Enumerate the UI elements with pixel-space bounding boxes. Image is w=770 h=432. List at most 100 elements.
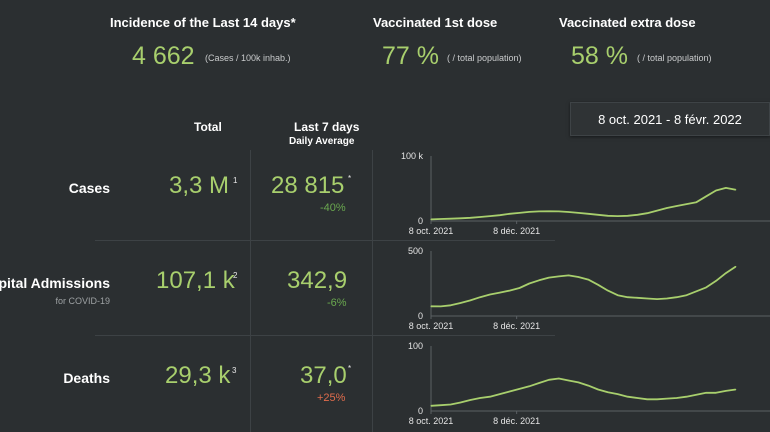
hospital_admissions-data-point bbox=[695, 290, 697, 292]
deaths-data-point bbox=[568, 379, 570, 382]
hospital_admissions-data-point bbox=[636, 297, 638, 299]
hospital-trend-pct: -6% bbox=[327, 297, 347, 309]
deaths-data-point bbox=[685, 396, 688, 398]
column-daily-average-header: Daily Average bbox=[289, 136, 355, 147]
hospital_admissions-data-point bbox=[646, 297, 648, 300]
deaths-data-point bbox=[558, 377, 560, 380]
incidence-title: Incidence of the Last 14 days* bbox=[110, 15, 296, 30]
deaths-data-point bbox=[479, 397, 481, 399]
cases-data-point bbox=[518, 212, 521, 214]
cases-data-point bbox=[459, 217, 462, 219]
hospital-total: 107,1 k bbox=[156, 267, 235, 294]
cases-chart[interactable]: 100 k 08 oct. 2021 8 déc. 2021 bbox=[395, 148, 770, 240]
hospital_admissions-data-point bbox=[499, 292, 501, 294]
cases-data-point bbox=[695, 201, 697, 203]
hospital_admissions-data-point bbox=[577, 276, 580, 278]
y-tick-label: 0 bbox=[418, 311, 423, 321]
cases-data-point bbox=[499, 214, 501, 216]
y-tick-label: 100 bbox=[408, 341, 423, 351]
hospital_admissions-data-point bbox=[469, 299, 471, 301]
hospital_admissions-data-point bbox=[705, 286, 707, 288]
deaths-data-point bbox=[695, 394, 697, 396]
cases-data-point bbox=[617, 215, 619, 217]
x-tick-label: 8 oct. 2021 bbox=[409, 321, 454, 331]
hospital_admissions-data-point bbox=[528, 282, 530, 285]
incidence-value: 4 662 bbox=[132, 42, 195, 70]
deaths-data-point bbox=[469, 399, 471, 401]
cases-data-point bbox=[568, 211, 570, 213]
x-tick-label: 8 oct. 2021 bbox=[409, 416, 454, 426]
deaths-data-point bbox=[459, 401, 462, 404]
column-divider bbox=[372, 150, 373, 432]
hospital_admissions-data-point bbox=[430, 305, 432, 307]
row-label-hospital-admissions: Hospital Admissions bbox=[0, 275, 110, 291]
cases-data-point bbox=[597, 214, 599, 216]
hospital_admissions-data-point bbox=[450, 304, 452, 306]
cases-data-point bbox=[548, 210, 550, 212]
y-tick-label: 0 bbox=[418, 406, 423, 416]
hospital_admissions-data-point bbox=[597, 284, 599, 286]
row-divider bbox=[95, 335, 555, 336]
hospital_admissions-data-point bbox=[676, 296, 678, 298]
cases-data-point bbox=[528, 211, 530, 213]
cases-data-point bbox=[636, 214, 638, 216]
hospital-admissions-chart[interactable]: 500 08 oct. 2021 8 déc. 2021 bbox=[395, 243, 770, 335]
hospital_admissions-data-point bbox=[568, 274, 570, 277]
cases-data-point bbox=[607, 215, 609, 217]
deaths-data-point bbox=[646, 398, 648, 400]
deaths-total-note: 3 bbox=[232, 366, 237, 375]
cases-data-point bbox=[479, 216, 481, 218]
hospital_admissions-data-point bbox=[548, 277, 550, 279]
deaths-data-point bbox=[509, 390, 511, 393]
cases-data-point bbox=[685, 203, 688, 205]
x-tick-label: 8 oct. 2021 bbox=[409, 226, 454, 236]
cases-data-point bbox=[735, 189, 737, 191]
column-divider bbox=[250, 150, 251, 432]
vaccx-unit: ( / total population) bbox=[637, 53, 712, 63]
deaths-data-point bbox=[577, 381, 580, 383]
cases-last7-note: * bbox=[348, 174, 352, 183]
hospital_admissions-data-point bbox=[626, 296, 629, 298]
deaths-data-point bbox=[440, 404, 442, 406]
deaths-trend-pct: +25% bbox=[317, 392, 346, 404]
cases-data-point bbox=[656, 210, 658, 212]
deaths-data-point bbox=[518, 388, 521, 390]
hospital_admissions-data-point bbox=[617, 294, 619, 296]
cases-data-point bbox=[440, 218, 442, 220]
hospital_admissions-data-point bbox=[587, 279, 589, 281]
incidence-unit: (Cases / 100k inhab.) bbox=[205, 53, 291, 63]
vacc1-value: 77 % bbox=[382, 42, 439, 70]
deaths-chart[interactable]: 100 08 oct. 2021 8 déc. 2021 bbox=[395, 338, 770, 432]
cases-trend-pct: -40% bbox=[320, 202, 346, 214]
vacc1-unit: ( / total population) bbox=[447, 53, 522, 63]
y-tick-label: 100 k bbox=[401, 151, 424, 161]
cases-data-point bbox=[666, 207, 668, 209]
cases-series-line bbox=[430, 187, 736, 221]
deaths-data-point bbox=[528, 385, 530, 387]
vaccx-value: 58 % bbox=[571, 42, 628, 70]
cases-last7: 28 815 bbox=[271, 172, 345, 199]
deaths-data-point bbox=[430, 405, 432, 407]
deaths-data-point bbox=[735, 388, 737, 391]
cases-total-note: 1 bbox=[233, 176, 238, 185]
deaths-last7: 37,0 bbox=[300, 362, 347, 389]
hospital_admissions-data-point bbox=[666, 297, 668, 300]
hospital_admissions-data-point bbox=[509, 290, 511, 292]
cases-data-point bbox=[587, 213, 589, 215]
deaths-data-point bbox=[597, 388, 599, 391]
row-divider bbox=[95, 240, 555, 241]
vacc1-title: Vaccinated 1st dose bbox=[373, 15, 498, 30]
x-tick-label: 8 déc. 2021 bbox=[493, 416, 540, 426]
hospital_admissions-data-point bbox=[685, 294, 688, 296]
hospital_admissions-data-point bbox=[715, 280, 717, 282]
hospital_admissions-data-point bbox=[725, 272, 727, 274]
date-range-selector[interactable]: 8 oct. 2021 - 8 févr. 2022 bbox=[570, 102, 770, 136]
cases-data-point bbox=[705, 195, 707, 197]
cases-data-point bbox=[489, 215, 491, 217]
hospital_admissions-data-point bbox=[735, 266, 737, 268]
date-range-label: 8 oct. 2021 - 8 févr. 2022 bbox=[598, 111, 742, 127]
hospital_admissions-data-point bbox=[538, 279, 540, 281]
deaths-data-point bbox=[636, 397, 638, 399]
cases-data-point bbox=[558, 210, 560, 212]
cases-data-point bbox=[725, 187, 727, 189]
